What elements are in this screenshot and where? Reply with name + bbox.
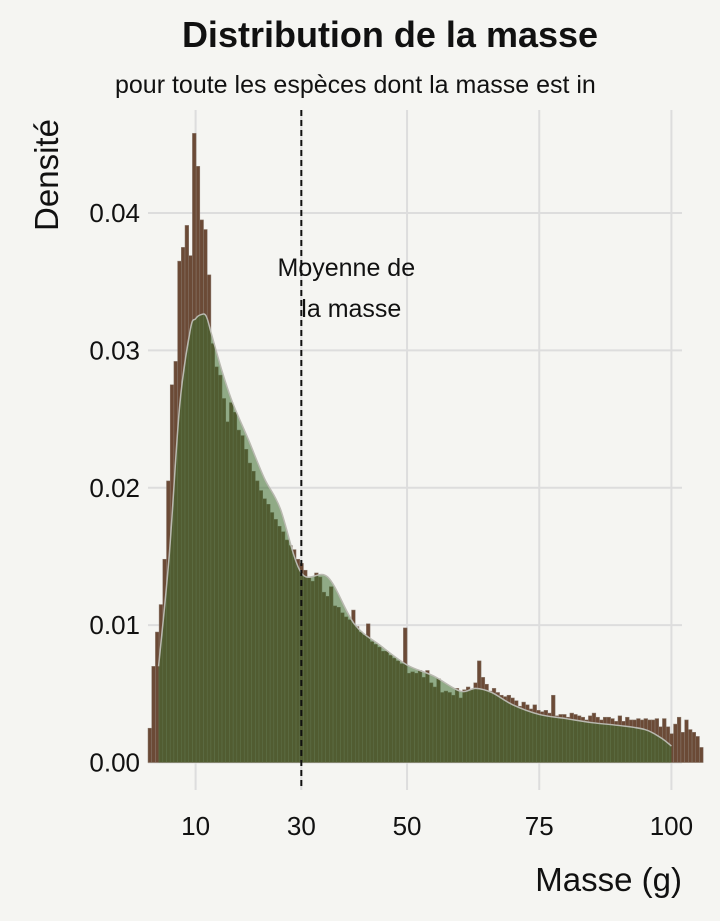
- mean-annotation-line-2: la masse: [301, 295, 401, 323]
- histogram-bar: [695, 736, 700, 763]
- x-axis-label: Masse (g): [535, 861, 682, 898]
- x-tick-labels: 10 30 50 75 100: [181, 811, 693, 841]
- y-tick-label-2: 0.02: [89, 473, 140, 503]
- x-tick-label-2: 50: [393, 811, 422, 841]
- y-tick-label-0: 0.00: [89, 748, 140, 778]
- histogram-bar: [673, 723, 678, 763]
- mean-annotation-line-1: Moyenne de: [278, 254, 416, 282]
- y-tick-label-1: 0.01: [89, 610, 140, 640]
- chart-title: Distribution de la masse: [182, 14, 598, 55]
- histogram-bar: [147, 727, 152, 763]
- y-tick-label-3: 0.03: [89, 335, 140, 365]
- x-tick-label-0: 10: [181, 811, 210, 841]
- y-tick-labels: 0.00 0.01 0.02 0.03 0.04: [89, 198, 140, 777]
- histogram-bar: [691, 732, 696, 763]
- histogram-bar: [151, 666, 156, 763]
- histogram-bar: [155, 631, 160, 763]
- histogram-bar: [684, 719, 689, 763]
- x-tick-label-1: 30: [287, 811, 316, 841]
- density-area: [158, 314, 672, 763]
- histogram-bar: [688, 729, 693, 763]
- y-tick-label-4: 0.04: [89, 198, 140, 228]
- histogram-bar: [680, 732, 685, 763]
- density-line: [157, 313, 672, 747]
- chart-subtitle: pour toute les espèces dont la masse est…: [115, 71, 596, 99]
- histogram-bar: [676, 716, 682, 763]
- y-axis-label: Densité: [28, 119, 65, 231]
- histogram-bar: [699, 747, 704, 763]
- x-tick-label-4: 100: [650, 811, 693, 841]
- x-tick-label-3: 75: [525, 811, 554, 841]
